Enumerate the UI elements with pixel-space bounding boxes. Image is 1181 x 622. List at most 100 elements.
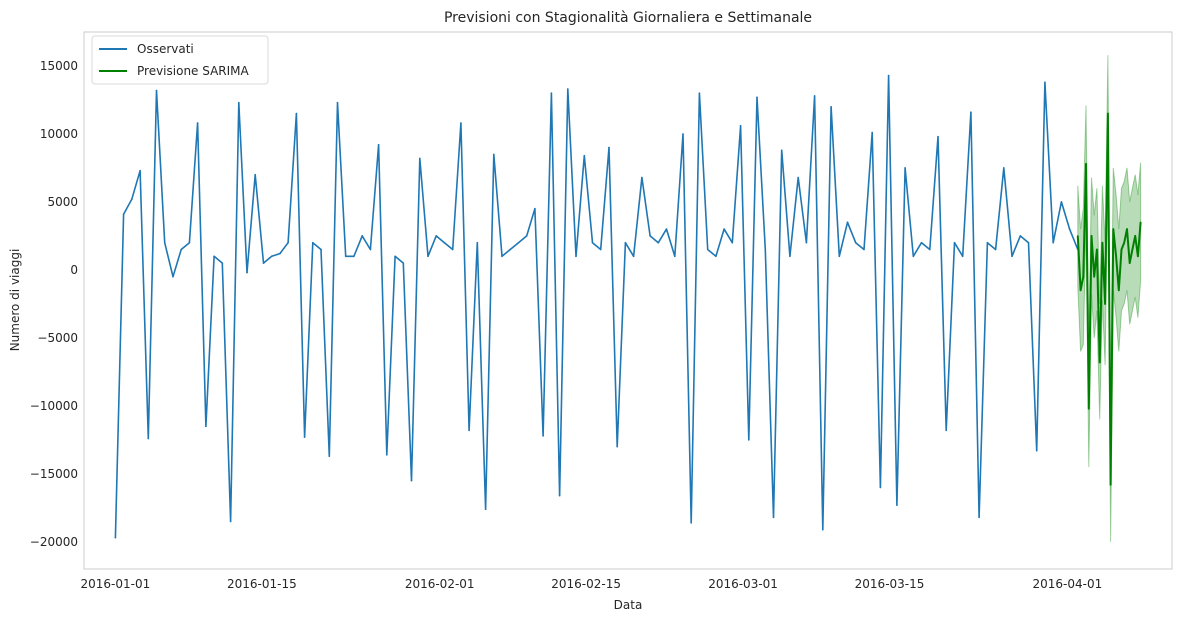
legend-label-forecast: Previsione SARIMA (137, 64, 250, 78)
data-point-forecast (1126, 228, 1128, 230)
data-point-observed (188, 241, 191, 244)
data-point-observed (937, 135, 939, 138)
series-line-forecast (1076, 112, 1142, 486)
y-tick-label: −15000 (30, 467, 78, 481)
data-point-forecast (1115, 255, 1117, 258)
y-tick-label: −10000 (30, 399, 78, 413)
data-point-observed (336, 101, 339, 104)
data-point-observed (682, 133, 684, 135)
x-axis-ticks: 2016-01-01 2016-01-15 2016-02-01 2016-02-15… (81, 577, 1103, 591)
data-point-observed (904, 167, 906, 169)
data-point-forecast (1120, 248, 1123, 251)
data-point-observed (1027, 241, 1030, 244)
data-point-observed (978, 516, 980, 519)
data-point-observed (780, 149, 783, 152)
data-point-observed (1060, 201, 1063, 203)
data-point-observed (484, 508, 487, 511)
data-point-observed (920, 241, 923, 244)
data-point-forecast (1104, 303, 1106, 305)
data-point-observed (813, 95, 816, 97)
data-point-observed (756, 96, 758, 99)
data-point-observed (1035, 449, 1038, 452)
data-point-observed (295, 112, 298, 115)
data-point-forecast (1079, 289, 1082, 292)
data-point-observed (303, 436, 306, 438)
data-point-forecast (1109, 483, 1112, 486)
data-point-observed (270, 255, 273, 258)
data-point-observed (657, 241, 660, 244)
data-point-observed (131, 198, 133, 200)
y-tick-label: 5000 (47, 195, 78, 209)
data-point-observed (501, 255, 503, 258)
data-point-observed (599, 248, 602, 251)
data-point-forecast (1134, 235, 1136, 237)
series-layer (114, 74, 1142, 539)
data-point-forecast (1123, 241, 1125, 244)
data-point-observed (213, 255, 215, 258)
y-tick-label: 0 (70, 263, 78, 277)
data-point-observed (764, 248, 767, 251)
x-axis-label: Data (614, 598, 643, 612)
data-point-observed (312, 241, 314, 244)
data-point-observed (871, 131, 873, 134)
data-point-observed (361, 235, 364, 237)
data-point-observed (723, 228, 725, 230)
data-point-observed (591, 241, 594, 244)
data-point-observed (863, 248, 865, 251)
data-point-observed (789, 255, 791, 258)
plot-area (83, 31, 1173, 570)
data-point-observed (558, 494, 561, 497)
data-point-observed (772, 516, 775, 519)
data-point-observed (517, 241, 520, 244)
data-point-observed (221, 262, 224, 264)
data-point-observed (139, 169, 141, 172)
data-point-forecast (1085, 163, 1087, 165)
data-point-observed (205, 425, 207, 428)
data-point-observed (377, 144, 380, 146)
data-point-observed (608, 146, 610, 149)
data-point-observed (246, 271, 248, 274)
data-point-observed (698, 92, 701, 94)
y-axis-ticks: 15000 10000 5000 0 −5000 −10000 −15000 −20000 (30, 59, 78, 549)
data-point-observed (419, 157, 421, 160)
data-point-observed (575, 255, 577, 258)
data-point-observed (328, 455, 331, 458)
data-point-observed (386, 454, 388, 456)
data-point-observed (748, 439, 750, 441)
data-point-observed (706, 248, 709, 251)
data-point-observed (674, 255, 676, 258)
data-point-forecast (1131, 248, 1134, 251)
data-point-observed (254, 173, 256, 176)
data-point-observed (394, 255, 396, 258)
data-point-observed (649, 235, 651, 237)
data-point-observed (180, 248, 182, 251)
data-point-forecast (1090, 235, 1093, 237)
chart-title: Previsioni con Stagionalità Giornaliera … (444, 10, 812, 26)
data-point-observed (567, 88, 569, 90)
data-point-observed (534, 207, 536, 210)
data-point-forecast (1096, 248, 1098, 251)
data-point-observed (468, 429, 470, 432)
data-point-observed (986, 241, 989, 244)
data-point-observed (1068, 228, 1071, 230)
data-point-observed (929, 248, 931, 251)
x-tick-label: 2016-01-15 (227, 577, 297, 591)
data-point-observed (994, 248, 997, 251)
data-point-forecast (1077, 235, 1079, 237)
data-point-observed (731, 241, 734, 244)
data-point-observed (896, 504, 898, 506)
data-point-observed (287, 241, 289, 244)
data-point-observed (353, 255, 355, 258)
data-point-observed (1011, 255, 1013, 258)
data-point-observed (1003, 167, 1005, 169)
data-point-observed (830, 106, 832, 108)
data-point-observed (838, 255, 841, 258)
data-point-forecast (1139, 221, 1142, 224)
data-point-observed (344, 255, 347, 258)
data-point-observed (887, 74, 890, 77)
data-point-observed (797, 176, 799, 179)
data-point-observed (953, 241, 956, 244)
data-point-observed (805, 241, 808, 244)
data-point-observed (172, 275, 174, 278)
data-point-observed (114, 536, 117, 539)
